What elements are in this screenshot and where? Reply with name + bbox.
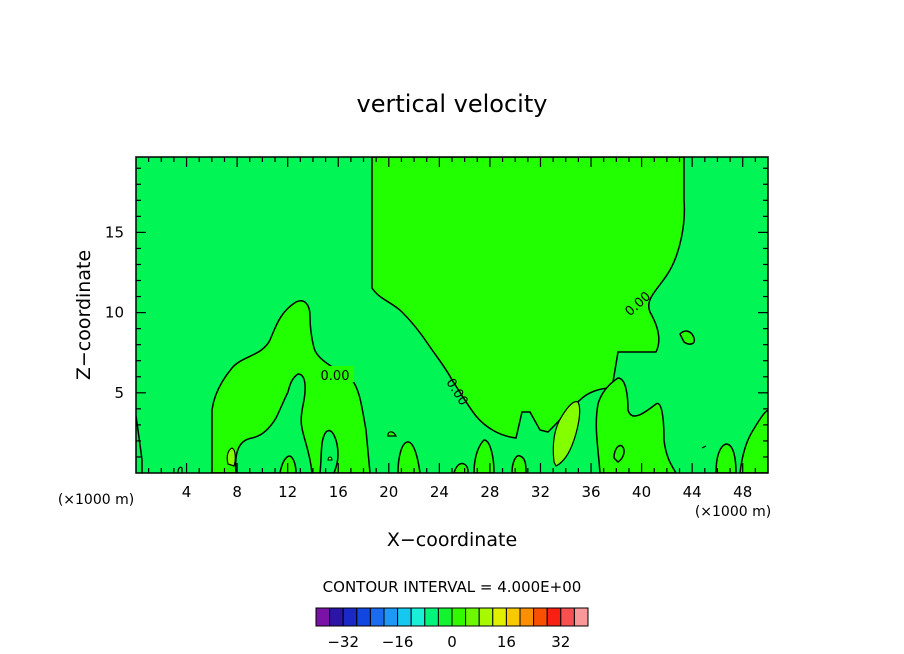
background-cutout-2 [319,429,339,473]
strong-positive-region-2 [226,447,236,467]
x-tick-label: 44 [683,483,702,501]
plot-area [136,157,768,473]
contour-label-bg-1 [316,366,354,382]
colorbar-swatch [410,607,426,627]
colorbar-swatch [424,607,439,627]
colorbar-swatch [356,607,371,627]
colorbar-swatch [465,607,480,627]
colorbar-tick-label: 32 [551,633,570,651]
x-tick-label: 8 [232,483,242,501]
contour-label-1: 0.00 [321,369,350,384]
colorbar-swatch [573,607,589,627]
colorbar-swatch [533,607,548,627]
strong-positive-region-3 [327,456,333,461]
edge-contour-tick [701,445,707,449]
x-tick-label: 12 [278,483,297,501]
positive-region-upper [371,157,686,439]
x-tick-label: 28 [480,483,499,501]
colorbar-swatch [329,607,344,627]
positive-blob-7 [679,330,696,345]
colorbar-swatch [519,607,535,627]
positive-region-right-3 [715,443,737,473]
positive-blob-8 [387,431,397,437]
positive-blob-2 [473,439,495,473]
colorbar-swatch [437,607,453,627]
x-tick-label: 16 [329,483,348,501]
colorbar-swatch [478,607,494,627]
y-tick-label: 10 [105,304,124,322]
contour-interval-text: CONTOUR INTERVAL = 4.000E+00 [323,578,582,596]
x-unit-right: (×1000 m) [695,504,771,520]
colorbar-swatch [369,607,385,627]
y-axis-label: Z−coordinate [73,250,95,380]
colorbar-tick-labels: −32 −16 0 16 32 [327,633,570,651]
colorbar-tick-label: 16 [497,633,516,651]
colorbar [315,607,589,627]
positive-region-right-2 [739,409,768,473]
edge-contour-small [177,466,183,473]
positive-blob-6 [613,444,625,463]
background-cutout-1 [234,373,313,473]
colorbar-tick-label: 0 [447,633,457,651]
colorbar-swatch [492,607,507,627]
y-axis-ticks: 5 10 15 [105,167,768,458]
colorbar-swatch [505,607,521,627]
y-tick-label: 15 [105,223,124,241]
x-tick-label: 36 [581,483,600,501]
x-tick-label: 4 [182,483,192,501]
x-unit-left: (×1000 m) [58,492,134,508]
colorbar-swatch [315,607,331,627]
strong-positive-region-1 [552,401,581,467]
x-tick-label: 32 [531,483,550,501]
chart-title: vertical velocity [357,90,548,118]
colorbar-swatch [397,607,412,627]
colorbar-tick-label: −16 [382,633,414,651]
colorbar-swatch [451,607,467,627]
colorbar-swatch [546,607,562,627]
x-axis-label: X−coordinate [387,529,517,551]
colorbar-tick-label: −32 [327,633,359,651]
x-tick-label: 24 [430,483,449,501]
colorbar-swatch [383,607,399,627]
x-axis-ticks: 4 8 12 16 20 24 28 32 36 40 44 48 [148,157,756,501]
x-tick-label: 40 [632,483,651,501]
x-tick-label: 48 [733,483,752,501]
colorbar-swatch [342,607,358,627]
x-tick-label: 20 [379,483,398,501]
positive-blob-1 [397,441,421,473]
y-tick-label: 5 [114,384,124,402]
colorbar-swatch [560,607,575,627]
